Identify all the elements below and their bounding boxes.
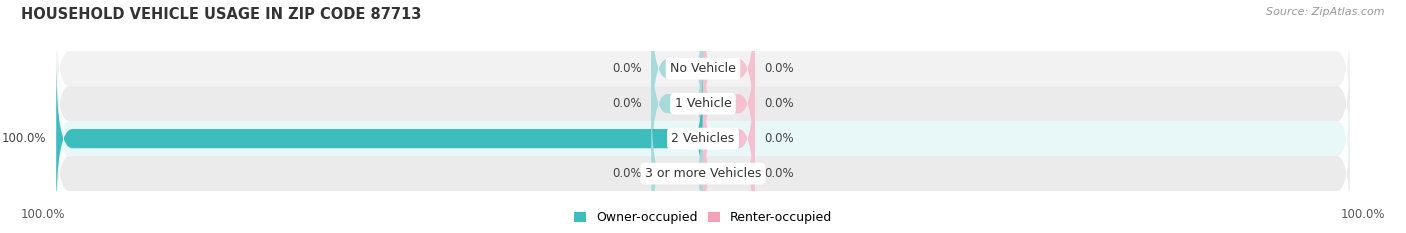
Text: 0.0%: 0.0%	[765, 97, 794, 110]
Legend: Owner-occupied, Renter-occupied: Owner-occupied, Renter-occupied	[574, 211, 832, 224]
Text: 0.0%: 0.0%	[765, 62, 794, 75]
Text: 100.0%: 100.0%	[21, 208, 66, 221]
Text: 3 or more Vehicles: 3 or more Vehicles	[645, 167, 761, 180]
FancyBboxPatch shape	[651, 96, 703, 233]
Text: 100.0%: 100.0%	[1, 132, 46, 145]
Text: 2 Vehicles: 2 Vehicles	[672, 132, 734, 145]
FancyBboxPatch shape	[703, 61, 755, 216]
Text: 0.0%: 0.0%	[612, 167, 641, 180]
Text: 1 Vehicle: 1 Vehicle	[675, 97, 731, 110]
FancyBboxPatch shape	[703, 0, 755, 147]
FancyBboxPatch shape	[651, 0, 703, 147]
FancyBboxPatch shape	[56, 61, 703, 216]
FancyBboxPatch shape	[56, 51, 1350, 156]
FancyBboxPatch shape	[651, 26, 703, 182]
FancyBboxPatch shape	[56, 16, 1350, 121]
Text: 100.0%: 100.0%	[1340, 208, 1385, 221]
FancyBboxPatch shape	[56, 121, 1350, 226]
Text: Source: ZipAtlas.com: Source: ZipAtlas.com	[1267, 7, 1385, 17]
Text: 0.0%: 0.0%	[612, 62, 641, 75]
Text: 0.0%: 0.0%	[612, 97, 641, 110]
FancyBboxPatch shape	[56, 86, 1350, 191]
FancyBboxPatch shape	[703, 26, 755, 182]
Text: 0.0%: 0.0%	[765, 167, 794, 180]
Text: 0.0%: 0.0%	[765, 132, 794, 145]
FancyBboxPatch shape	[703, 96, 755, 233]
Text: No Vehicle: No Vehicle	[671, 62, 735, 75]
Text: HOUSEHOLD VEHICLE USAGE IN ZIP CODE 87713: HOUSEHOLD VEHICLE USAGE IN ZIP CODE 8771…	[21, 7, 422, 22]
